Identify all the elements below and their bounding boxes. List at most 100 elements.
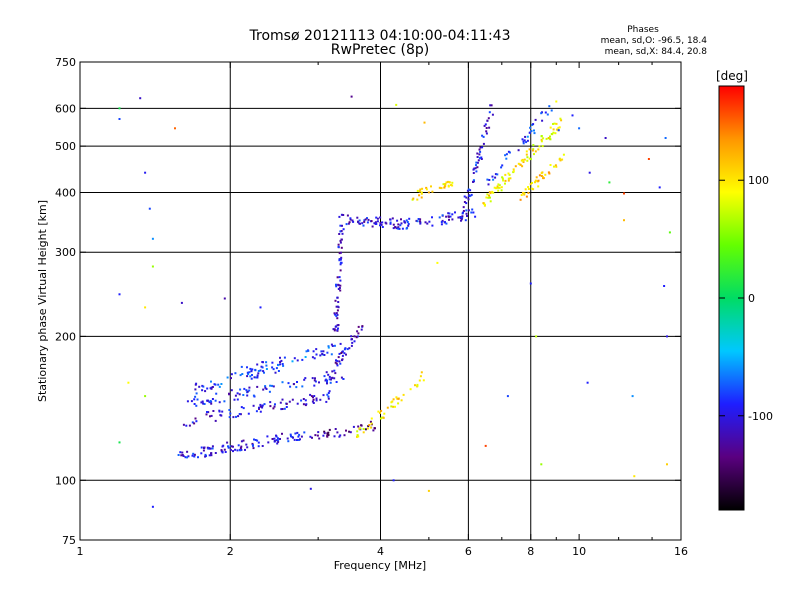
data-point	[462, 206, 465, 209]
data-point	[210, 386, 213, 389]
data-point	[352, 220, 355, 223]
data-point	[327, 373, 330, 376]
data-point	[420, 196, 423, 199]
data-point	[340, 376, 343, 379]
data-point	[521, 138, 524, 141]
data-point	[374, 427, 376, 430]
data-point	[339, 289, 342, 292]
data-point	[527, 188, 530, 190]
data-point	[500, 186, 503, 189]
data-point	[118, 118, 121, 120]
data-point	[526, 139, 529, 142]
data-point	[261, 445, 264, 447]
data-point	[226, 376, 229, 379]
data-point	[485, 196, 488, 199]
data-point	[228, 393, 231, 396]
data-point	[202, 449, 205, 452]
data-point	[277, 437, 279, 440]
data-point	[478, 148, 481, 151]
data-point	[474, 167, 477, 170]
data-point	[540, 112, 543, 115]
data-point	[552, 123, 554, 125]
data-point	[478, 153, 481, 156]
data-point	[336, 309, 339, 312]
data-point	[309, 393, 312, 396]
data-point	[312, 350, 315, 353]
data-point	[519, 198, 522, 201]
data-point	[440, 221, 443, 223]
data-point	[334, 428, 337, 430]
data-point	[346, 348, 349, 351]
data-point	[265, 388, 268, 390]
data-point	[386, 406, 389, 409]
data-point	[211, 386, 214, 388]
x-tick-label: 4	[377, 545, 384, 558]
data-point	[362, 224, 365, 227]
data-point	[315, 397, 318, 400]
colorbar-tick-label: 0	[748, 292, 755, 305]
data-point	[337, 327, 339, 330]
data-point	[417, 218, 420, 220]
data-point	[333, 312, 336, 315]
data-point	[272, 385, 275, 388]
data-point	[328, 390, 331, 393]
data-point	[666, 335, 668, 338]
data-point	[273, 437, 276, 440]
data-point	[348, 347, 351, 350]
data-point	[550, 109, 553, 112]
data-point	[281, 381, 284, 384]
data-point	[481, 134, 484, 137]
data-point	[467, 198, 470, 201]
data-point	[338, 215, 341, 218]
data-point	[447, 185, 450, 188]
data-point	[226, 441, 229, 444]
data-point	[403, 220, 406, 223]
data-point	[353, 335, 356, 338]
data-point	[339, 269, 342, 272]
data-point	[494, 176, 497, 179]
data-point	[534, 179, 537, 182]
data-point	[604, 137, 607, 139]
data-point	[326, 435, 329, 438]
data-point	[401, 227, 404, 230]
data-point	[296, 402, 299, 405]
y-axis-label: Stationary phase Virtual Height [km]	[36, 200, 49, 402]
data-point	[321, 353, 324, 355]
data-point	[356, 330, 359, 333]
data-point	[214, 399, 217, 402]
data-point	[489, 200, 492, 203]
data-point	[325, 371, 328, 374]
data-point	[207, 411, 210, 414]
data-point	[118, 293, 121, 296]
data-point	[302, 398, 305, 400]
data-point	[353, 340, 356, 343]
data-point	[204, 453, 207, 456]
data-point	[505, 157, 508, 160]
data-point	[335, 381, 338, 383]
data-point	[301, 385, 304, 388]
data-point	[340, 352, 343, 354]
data-point	[372, 429, 375, 432]
data-point	[224, 451, 227, 453]
data-point	[445, 222, 448, 225]
data-point	[250, 377, 253, 380]
data-point	[350, 335, 353, 338]
data-point	[202, 385, 205, 388]
data-point	[229, 448, 232, 451]
data-point	[272, 368, 275, 371]
data-point	[418, 379, 421, 382]
data-point	[261, 366, 264, 369]
data-point	[484, 123, 487, 126]
data-point	[485, 130, 488, 133]
data-point	[271, 361, 274, 364]
data-point	[558, 158, 561, 161]
data-point	[214, 419, 217, 422]
data-point	[414, 384, 416, 387]
data-point	[194, 388, 197, 391]
data-point	[338, 233, 341, 235]
data-point	[340, 256, 343, 259]
data-point	[330, 378, 332, 381]
data-point	[538, 145, 541, 148]
data-point	[317, 431, 320, 434]
data-point	[423, 121, 426, 124]
